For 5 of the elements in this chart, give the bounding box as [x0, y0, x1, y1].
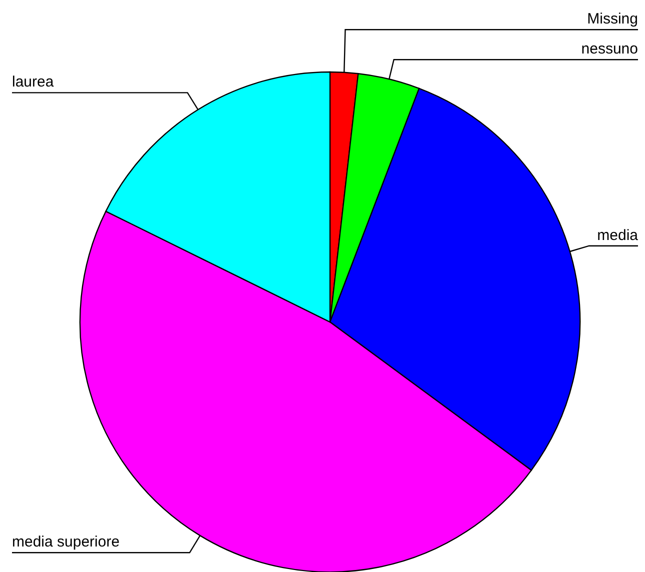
slice-label: laurea	[12, 74, 54, 91]
slice-label: media superiore	[12, 534, 120, 551]
slice-label: Missing	[587, 10, 638, 28]
slice-label: nessuno	[581, 40, 638, 58]
slice-label: media	[597, 226, 639, 244]
